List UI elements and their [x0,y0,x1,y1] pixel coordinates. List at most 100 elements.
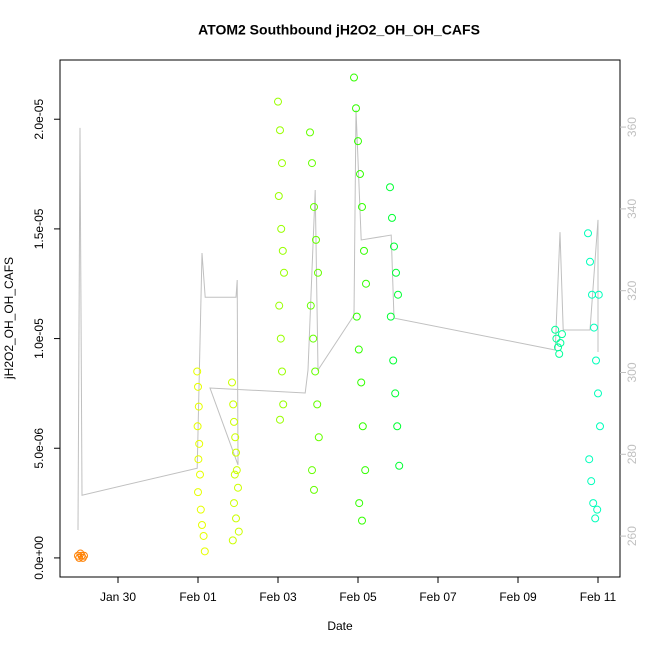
point [585,455,594,464]
x-tick-label: Feb 01 [179,590,217,604]
x-axis-label: Date [327,619,353,633]
point [234,483,242,492]
point [199,531,208,540]
point [306,301,315,310]
point [394,290,402,299]
point [386,312,395,321]
point [194,455,203,464]
point [279,400,288,409]
point [312,235,320,244]
point [362,279,370,288]
point [392,268,400,277]
point [350,73,358,82]
point [230,417,238,426]
point [196,470,204,479]
point [594,290,603,299]
point [232,514,240,523]
point [194,488,202,497]
chart-title: ATOM2 Southbound jH2O2_OH_OH_CAFS [198,22,480,38]
point [357,378,366,387]
point [194,382,202,391]
point [198,521,206,530]
point [310,485,318,494]
y2-tick-label: 320 [625,280,639,300]
point [395,461,404,470]
point [388,213,396,222]
point [591,514,600,523]
point [230,499,238,508]
y2-tick-label: 300 [625,362,639,382]
point [390,242,398,251]
point [193,422,202,431]
point [276,126,284,135]
point [393,422,402,431]
point [74,551,82,560]
point [228,378,236,387]
point [232,448,240,457]
y2-tick-label: 280 [625,444,639,464]
point [314,433,323,442]
y-tick-label: 5.0e-06 [32,428,46,469]
point [593,505,602,514]
point [278,367,286,376]
point [78,553,87,562]
point [77,551,86,560]
point [228,536,237,545]
x-tick-label: Feb 03 [259,590,297,604]
y-tick-label: 1.0e-05 [32,318,46,359]
y-tick-label: 2.0e-05 [32,99,46,140]
x-tick-label: Feb 09 [499,590,537,604]
y-tick-label: 1.5e-05 [32,208,46,249]
point [278,159,286,168]
point [354,137,362,146]
point [360,246,368,255]
point [308,466,316,475]
point [590,323,598,332]
point [358,202,366,211]
x-tick-label: Feb 07 [419,590,457,604]
point [556,338,565,347]
point [386,183,394,192]
point [358,516,366,525]
point [306,128,314,137]
point [352,104,360,113]
point [558,330,566,339]
point [231,433,240,442]
point [356,170,364,179]
point [355,499,364,508]
point [195,439,204,448]
point [200,547,209,556]
y2-tick-label: 260 [625,526,639,546]
point [555,349,564,358]
point [275,301,284,310]
point [196,505,205,514]
point [278,246,287,255]
point [232,466,241,475]
point [80,551,88,560]
point [552,334,561,343]
y2-tick-label: 340 [625,199,639,219]
point [352,312,361,321]
point [75,553,84,562]
point [274,191,283,200]
point [391,389,400,398]
y-tick-label: 0.0e+00 [32,536,46,580]
point [361,466,370,475]
line [77,109,599,530]
point [234,527,243,536]
x-tick-label: Feb 11 [580,590,617,604]
point [389,356,398,365]
point [229,400,238,409]
point [596,422,604,431]
point [277,224,286,233]
plot-frame [59,59,621,578]
point [594,389,602,398]
point [551,325,560,334]
y2-tick-label: 360 [625,117,639,137]
x-tick-label: Jan 30 [100,590,136,604]
point [280,268,288,277]
y-axis-label: jH2O2_OH_OH_CAFS [2,257,16,380]
point [358,422,367,431]
